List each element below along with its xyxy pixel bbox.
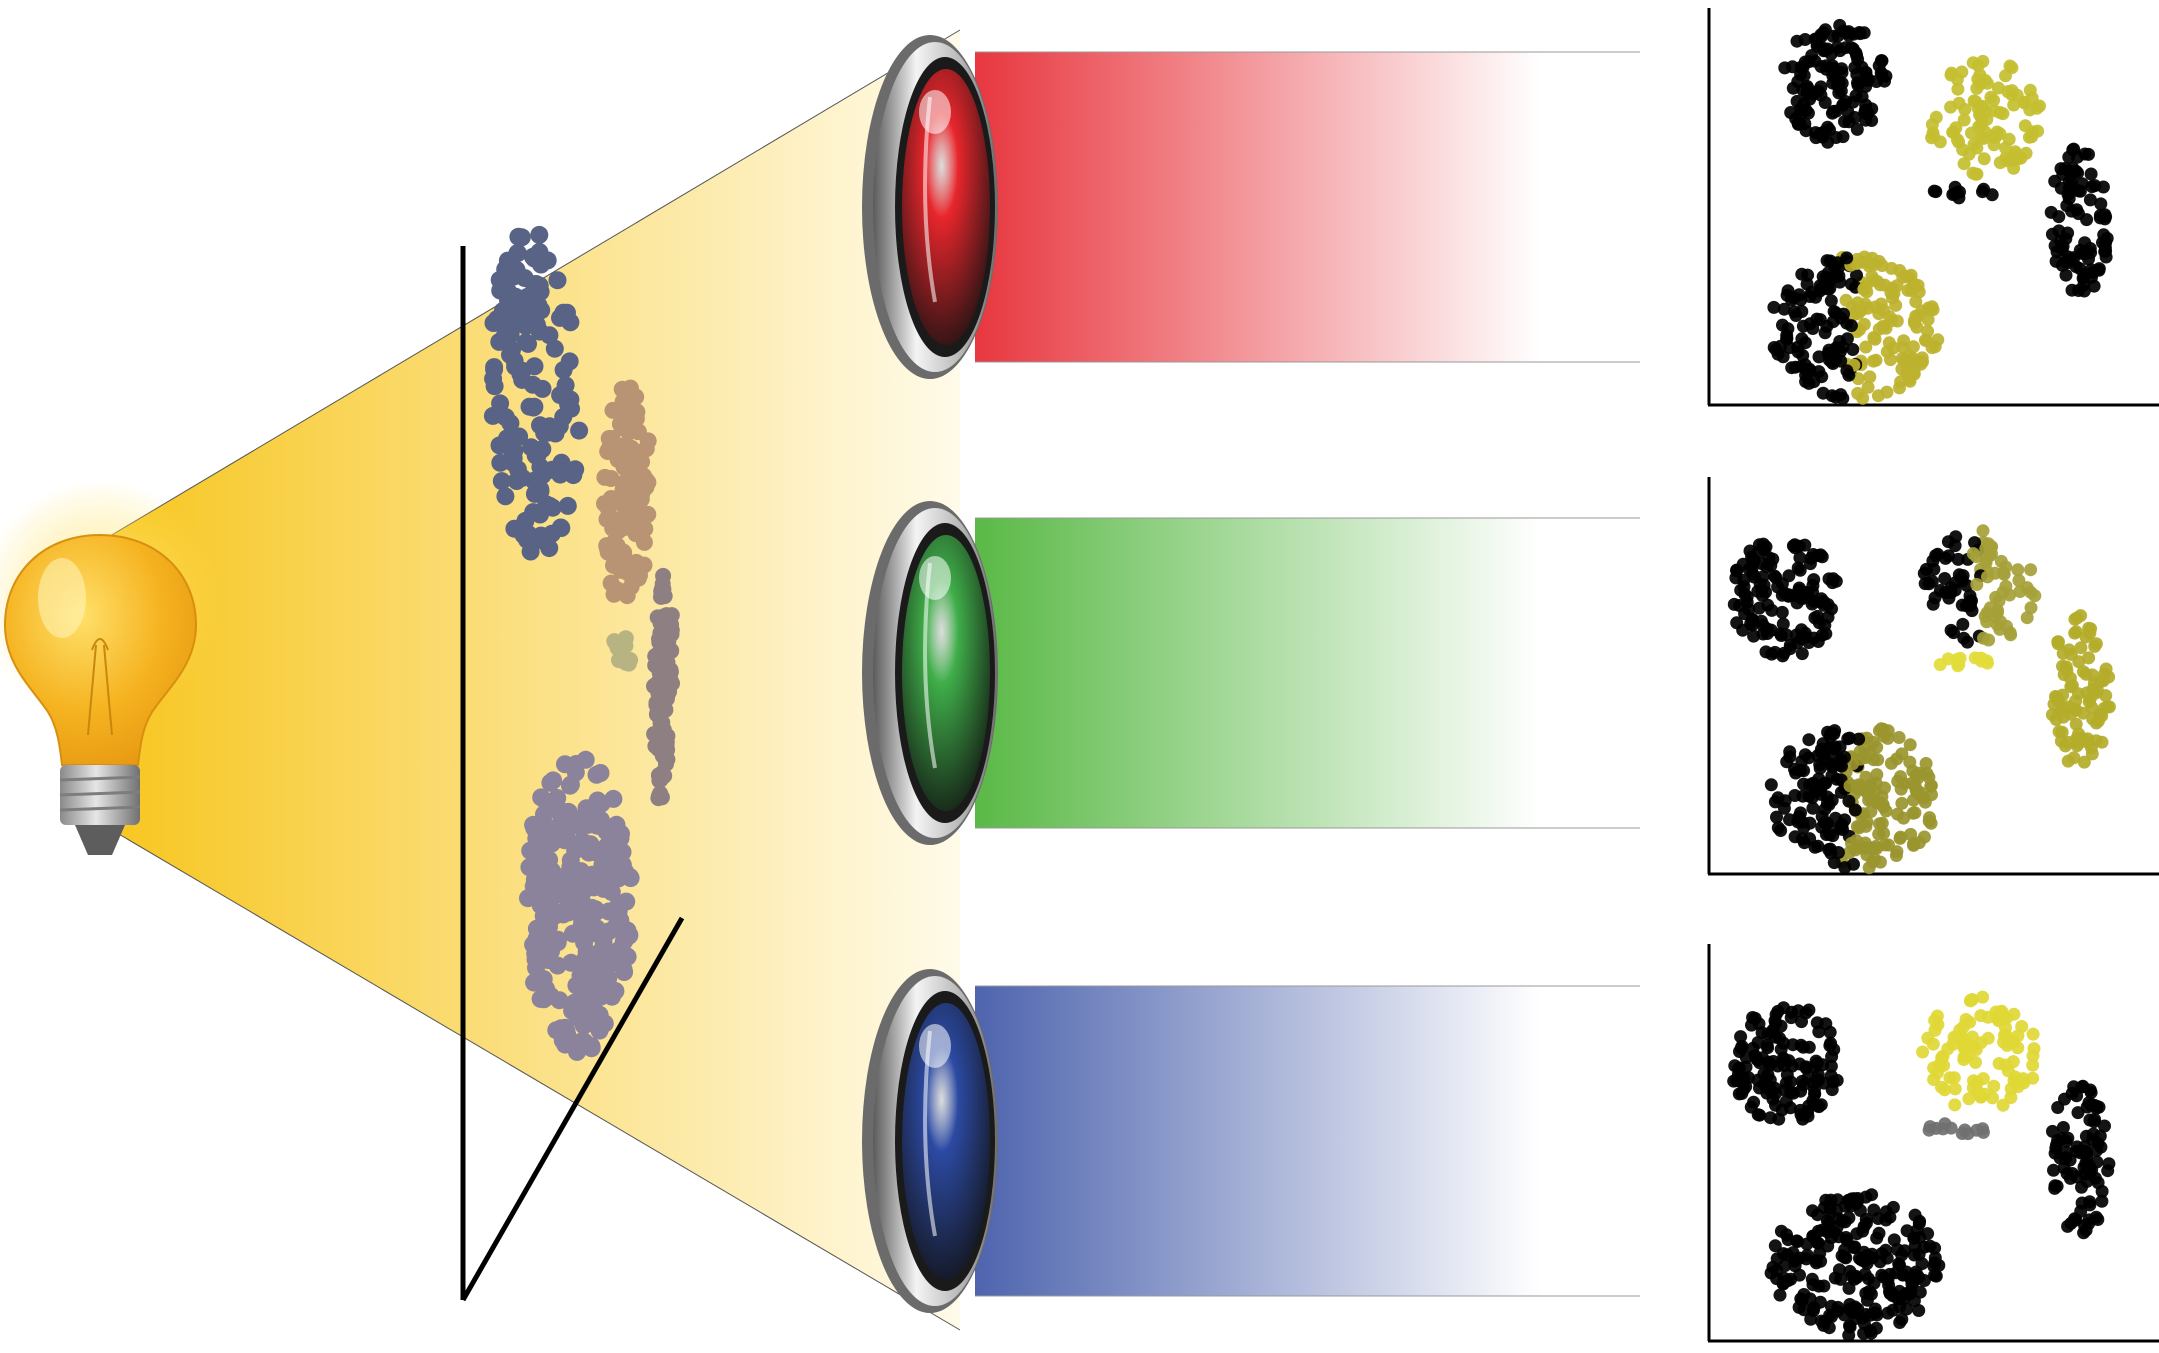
light-bulb-icon: [0, 480, 220, 855]
panel-cluster-khaki: [1933, 651, 1994, 673]
panel-cluster-khaki: [1922, 1117, 1990, 1141]
beam-red: [975, 51, 1640, 363]
cluster-khaki: [606, 630, 639, 672]
panel-cluster-slate: [1778, 18, 1893, 149]
panel-cluster-lavender: [1764, 722, 1938, 875]
lens-icon: [862, 35, 998, 379]
panel-cluster-slate: [1727, 1001, 1844, 1126]
source-clusters: [483, 225, 680, 1061]
cluster-mauve: [646, 567, 680, 807]
panel-cluster-tan: [1917, 524, 2042, 649]
panel-cluster-tan: [1916, 990, 2041, 1112]
panel-cluster-khaki: [1927, 180, 1999, 205]
panel-cluster-lavender: [1767, 250, 1945, 405]
scatter-panel-blue: [1707, 944, 2159, 1343]
beam-green: [975, 517, 1640, 829]
panel-cluster-slate: [1727, 537, 1843, 663]
panel-cluster-tan: [1925, 54, 2046, 181]
lenses: [862, 35, 998, 1313]
lens-icon: [862, 969, 998, 1313]
beams: [975, 51, 1640, 1297]
beam-blue: [975, 985, 1640, 1297]
panel-cluster-mauve: [2045, 609, 2116, 769]
panel-cluster-mauve: [2044, 142, 2114, 298]
cluster-tan: [596, 379, 657, 605]
panel-cluster-mauve: [2046, 1079, 2116, 1240]
cluster-slate: [483, 225, 589, 561]
scatter-panel-red: [1707, 8, 2159, 407]
scatter-panel-green: [1707, 477, 2159, 876]
cluster-lavender: [519, 750, 640, 1061]
light-cone: [94, 29, 961, 1331]
channel-panels: [1707, 8, 2159, 1343]
lens-icon: [862, 501, 998, 845]
spectral-axes: [460, 246, 685, 1302]
panel-cluster-lavender: [1764, 1188, 1946, 1342]
